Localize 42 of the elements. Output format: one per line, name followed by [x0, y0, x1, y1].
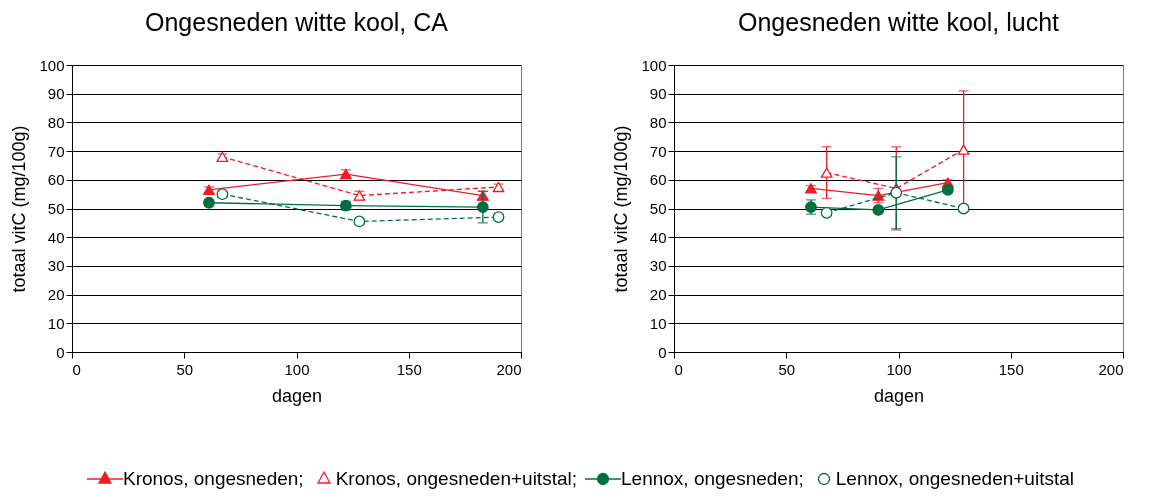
- chart-title: Ongesneden witte kool, lucht: [737, 8, 1060, 36]
- x-tick-label: 150: [396, 360, 422, 378]
- y-tick-label: 0: [658, 343, 667, 361]
- legend-label: Kronos, ongesneden;: [122, 468, 304, 490]
- y-tick-label: 20: [47, 286, 65, 304]
- x-tick-label: 50: [778, 360, 796, 378]
- x-axis-title: dagen: [271, 385, 323, 406]
- y-tick-label: 0: [56, 343, 65, 361]
- x-tick-label: 50: [176, 360, 194, 378]
- x-tick-label: 100: [284, 360, 310, 378]
- y-tick-label: 70: [649, 142, 667, 160]
- y-tick-label: 90: [649, 85, 667, 103]
- y-axis-title: totaal vitC (mg/100g): [611, 125, 632, 293]
- y-tick-label: 20: [649, 286, 667, 304]
- y-tick-label: 100: [641, 56, 667, 74]
- y-tick-label: 70: [47, 142, 65, 160]
- y-tick-label: 80: [649, 113, 667, 131]
- y-tick-label: 100: [39, 56, 65, 74]
- y-tick-label: 80: [47, 113, 65, 131]
- y-tick-label: 30: [47, 257, 65, 275]
- x-tick-label: 200: [1098, 360, 1124, 378]
- legend-label: Lennox, ongesneden;: [621, 468, 804, 490]
- chart-title: Ongesneden witte kool, CA: [145, 8, 449, 36]
- x-tick-label: 0: [72, 360, 81, 378]
- x-tick-label: 200: [496, 360, 522, 378]
- x-tick-label: 0: [674, 360, 683, 378]
- y-tick-label: 50: [649, 200, 667, 217]
- y-tick-label: 50: [47, 200, 65, 217]
- x-tick-label: 150: [998, 360, 1024, 378]
- y-tick-label: 90: [47, 85, 65, 103]
- y-axis-title: totaal vitC (mg/100g): [9, 125, 30, 293]
- y-tick-label: 60: [47, 171, 65, 189]
- x-axis-title: dagen: [873, 385, 925, 406]
- y-tick-label: 10: [649, 314, 667, 332]
- x-tick-label: 100: [886, 360, 912, 378]
- y-tick-label: 40: [649, 228, 667, 246]
- y-tick-label: 60: [649, 171, 667, 189]
- legend-label: Kronos, ongesneden+uitstal;: [335, 468, 577, 490]
- y-tick-label: 30: [649, 257, 667, 275]
- y-tick-label: 40: [47, 228, 65, 246]
- y-tick-label: 10: [47, 314, 65, 332]
- legend-label: Lennox, ongesneden+uitstal: [835, 468, 1075, 490]
